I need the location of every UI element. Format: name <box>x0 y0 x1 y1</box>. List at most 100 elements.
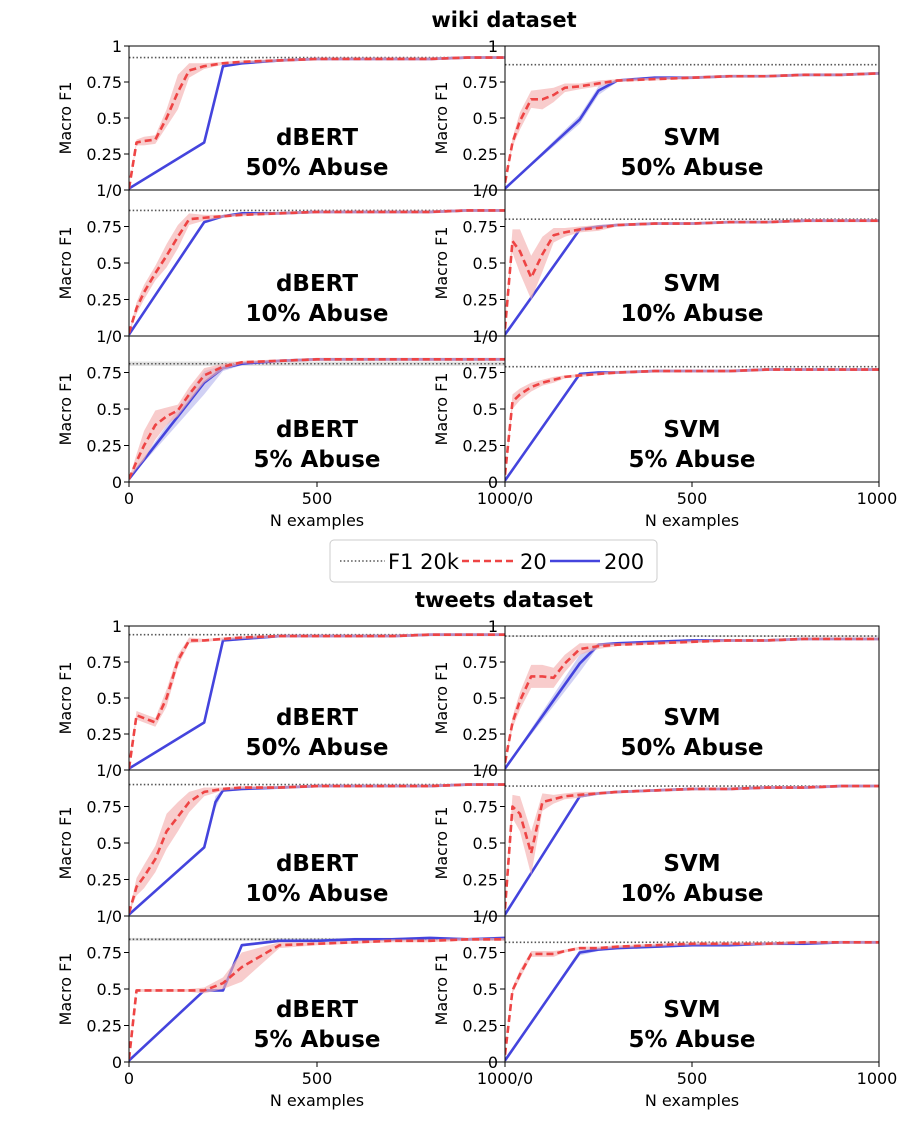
y-tick-label: 1/0 <box>96 907 122 926</box>
y-tick-label: 0.5 <box>473 109 498 128</box>
y-tick-label: 0.25 <box>462 1017 498 1036</box>
series-20-line <box>129 783 505 914</box>
panel-model-label: SVM <box>663 125 720 151</box>
y-tick-label: 0.25 <box>462 145 498 164</box>
y-tick-label: 0.75 <box>462 798 498 817</box>
x-tick-label: 1000 <box>857 489 898 508</box>
panel-dbert-50pct-abuse: dBERT 50% Abuse 1/0 0.25 0.5 0.75 1 Macro F1 <box>56 37 506 200</box>
y-axis-label: Macro F1 <box>432 82 451 155</box>
panel-abuse-label: 5% Abuse <box>629 1027 756 1053</box>
y-tick-label: 1 <box>112 37 122 56</box>
panel-model-label: SVM <box>663 705 720 731</box>
y-tick-label: 0.75 <box>462 218 498 237</box>
panel-plot-area <box>129 357 505 480</box>
x-tick-label: 0 <box>124 1069 134 1088</box>
y-axis-label: Macro F1 <box>56 662 75 735</box>
panel-svm-5pct-abuse: SVM 5% Abuse 0 0.25 0.5 0.75 Macro F1 500 1000 N … <box>432 915 898 1110</box>
panel-plot-area <box>129 936 505 1062</box>
panel-model-label: dBERT <box>276 851 358 877</box>
y-tick-label: 0.25 <box>86 1017 122 1036</box>
y-axis-label: Macro F1 <box>56 953 75 1026</box>
y-tick-label: 0.75 <box>86 944 122 963</box>
legend-frame <box>329 539 658 583</box>
series-20-line <box>505 72 879 184</box>
y-tick-label: 1/0 <box>96 761 122 780</box>
reference-band <box>505 635 879 637</box>
x-tick-label: 0 <box>124 489 134 508</box>
panel-abuse-label: 5% Abuse <box>629 447 756 473</box>
y-tick-label: 0 <box>488 1053 498 1072</box>
panel-abuse-label: 10% Abuse <box>246 301 389 327</box>
panel-abuse-label: 10% Abuse <box>621 301 764 327</box>
panel-dbert-50pct-abuse: dBERT 50% Abuse 1/0 0.25 0.5 0.75 1 Macro F1 <box>56 617 506 780</box>
y-tick-label: 0 <box>488 473 498 492</box>
panel-plot-area <box>129 208 505 336</box>
y-tick-label: 0 <box>112 473 122 492</box>
x-axis-label: N examples <box>270 511 364 530</box>
panel-abuse-label: 50% Abuse <box>246 735 389 761</box>
y-tick-label: 0.25 <box>462 437 498 456</box>
x-tick-label: 500 <box>302 489 333 508</box>
y-tick-label: 0.25 <box>462 725 498 744</box>
x-axis-label: N examples <box>645 511 739 530</box>
x-axis-label: N examples <box>645 1091 739 1110</box>
x-tick-label: 1000/0 <box>477 1069 533 1088</box>
y-tick-label: 1/0 <box>96 327 122 346</box>
y-tick-label: 0.25 <box>86 871 122 890</box>
series-20-line <box>129 209 505 334</box>
panel-plot-area <box>505 218 879 336</box>
series-20-line <box>129 56 505 189</box>
wiki-title: wiki dataset <box>431 8 576 32</box>
x-tick-label: 500 <box>302 1069 333 1088</box>
x-tick-label: 1000/0 <box>477 489 533 508</box>
x-tick-label: 1000 <box>857 1069 898 1088</box>
series-20-line <box>505 637 879 764</box>
y-axis-label: Macro F1 <box>432 807 451 880</box>
y-tick-label: 0.75 <box>462 944 498 963</box>
y-tick-label: 0.25 <box>86 725 122 744</box>
panel-plot-area <box>505 784 879 916</box>
panel-model-label: dBERT <box>276 125 358 151</box>
series-20-line <box>505 219 879 329</box>
panel-abuse-label: 50% Abuse <box>246 155 389 181</box>
y-tick-label: 1/0 <box>96 181 122 200</box>
y-tick-label: 1 <box>488 37 498 56</box>
y-axis-label: Macro F1 <box>56 373 75 446</box>
panel-model-label: SVM <box>663 997 720 1023</box>
series-20-line <box>129 938 505 1060</box>
y-tick-label: 0.25 <box>462 871 498 890</box>
y-tick-label: 0.5 <box>97 109 122 128</box>
panel-abuse-label: 50% Abuse <box>621 155 764 181</box>
panel-abuse-label: 10% Abuse <box>246 881 389 907</box>
y-tick-label: 0.5 <box>97 689 122 708</box>
series-20-line <box>129 633 505 769</box>
y-tick-label: 0.5 <box>473 254 498 273</box>
panel-dbert-5pct-abuse: dBERT 5% Abuse 0 0.25 0.5 0.75 Macro F1 0 500 100… <box>56 915 533 1110</box>
y-tick-label: 0.75 <box>86 364 122 383</box>
y-tick-label: 1 <box>112 617 122 636</box>
y-tick-label: 0.75 <box>86 73 122 92</box>
series-200-line <box>129 936 505 1062</box>
y-tick-label: 0.75 <box>462 73 498 92</box>
y-tick-label: 0.5 <box>473 834 498 853</box>
y-tick-label: 0.75 <box>86 218 122 237</box>
y-tick-label: 0.5 <box>473 980 498 999</box>
y-axis-label: Macro F1 <box>56 82 75 155</box>
y-tick-label: 0.5 <box>473 689 498 708</box>
y-tick-label: 0.5 <box>97 400 122 419</box>
legend: F1 20k 20 200 <box>329 539 658 583</box>
y-tick-label: 0.25 <box>86 145 122 164</box>
legend-reference-label: F1 20k <box>388 550 460 574</box>
panel-abuse-label: 10% Abuse <box>621 881 764 907</box>
y-tick-label: 0.75 <box>86 653 122 672</box>
y-axis-label: Macro F1 <box>432 662 451 735</box>
panel-plot-area <box>505 63 879 190</box>
panel-plot-area <box>129 56 505 190</box>
y-tick-label: 0.75 <box>86 798 122 817</box>
panel-abuse-label: 5% Abuse <box>254 1027 381 1053</box>
series-20-line <box>505 784 879 909</box>
x-axis-label: N examples <box>270 1091 364 1110</box>
